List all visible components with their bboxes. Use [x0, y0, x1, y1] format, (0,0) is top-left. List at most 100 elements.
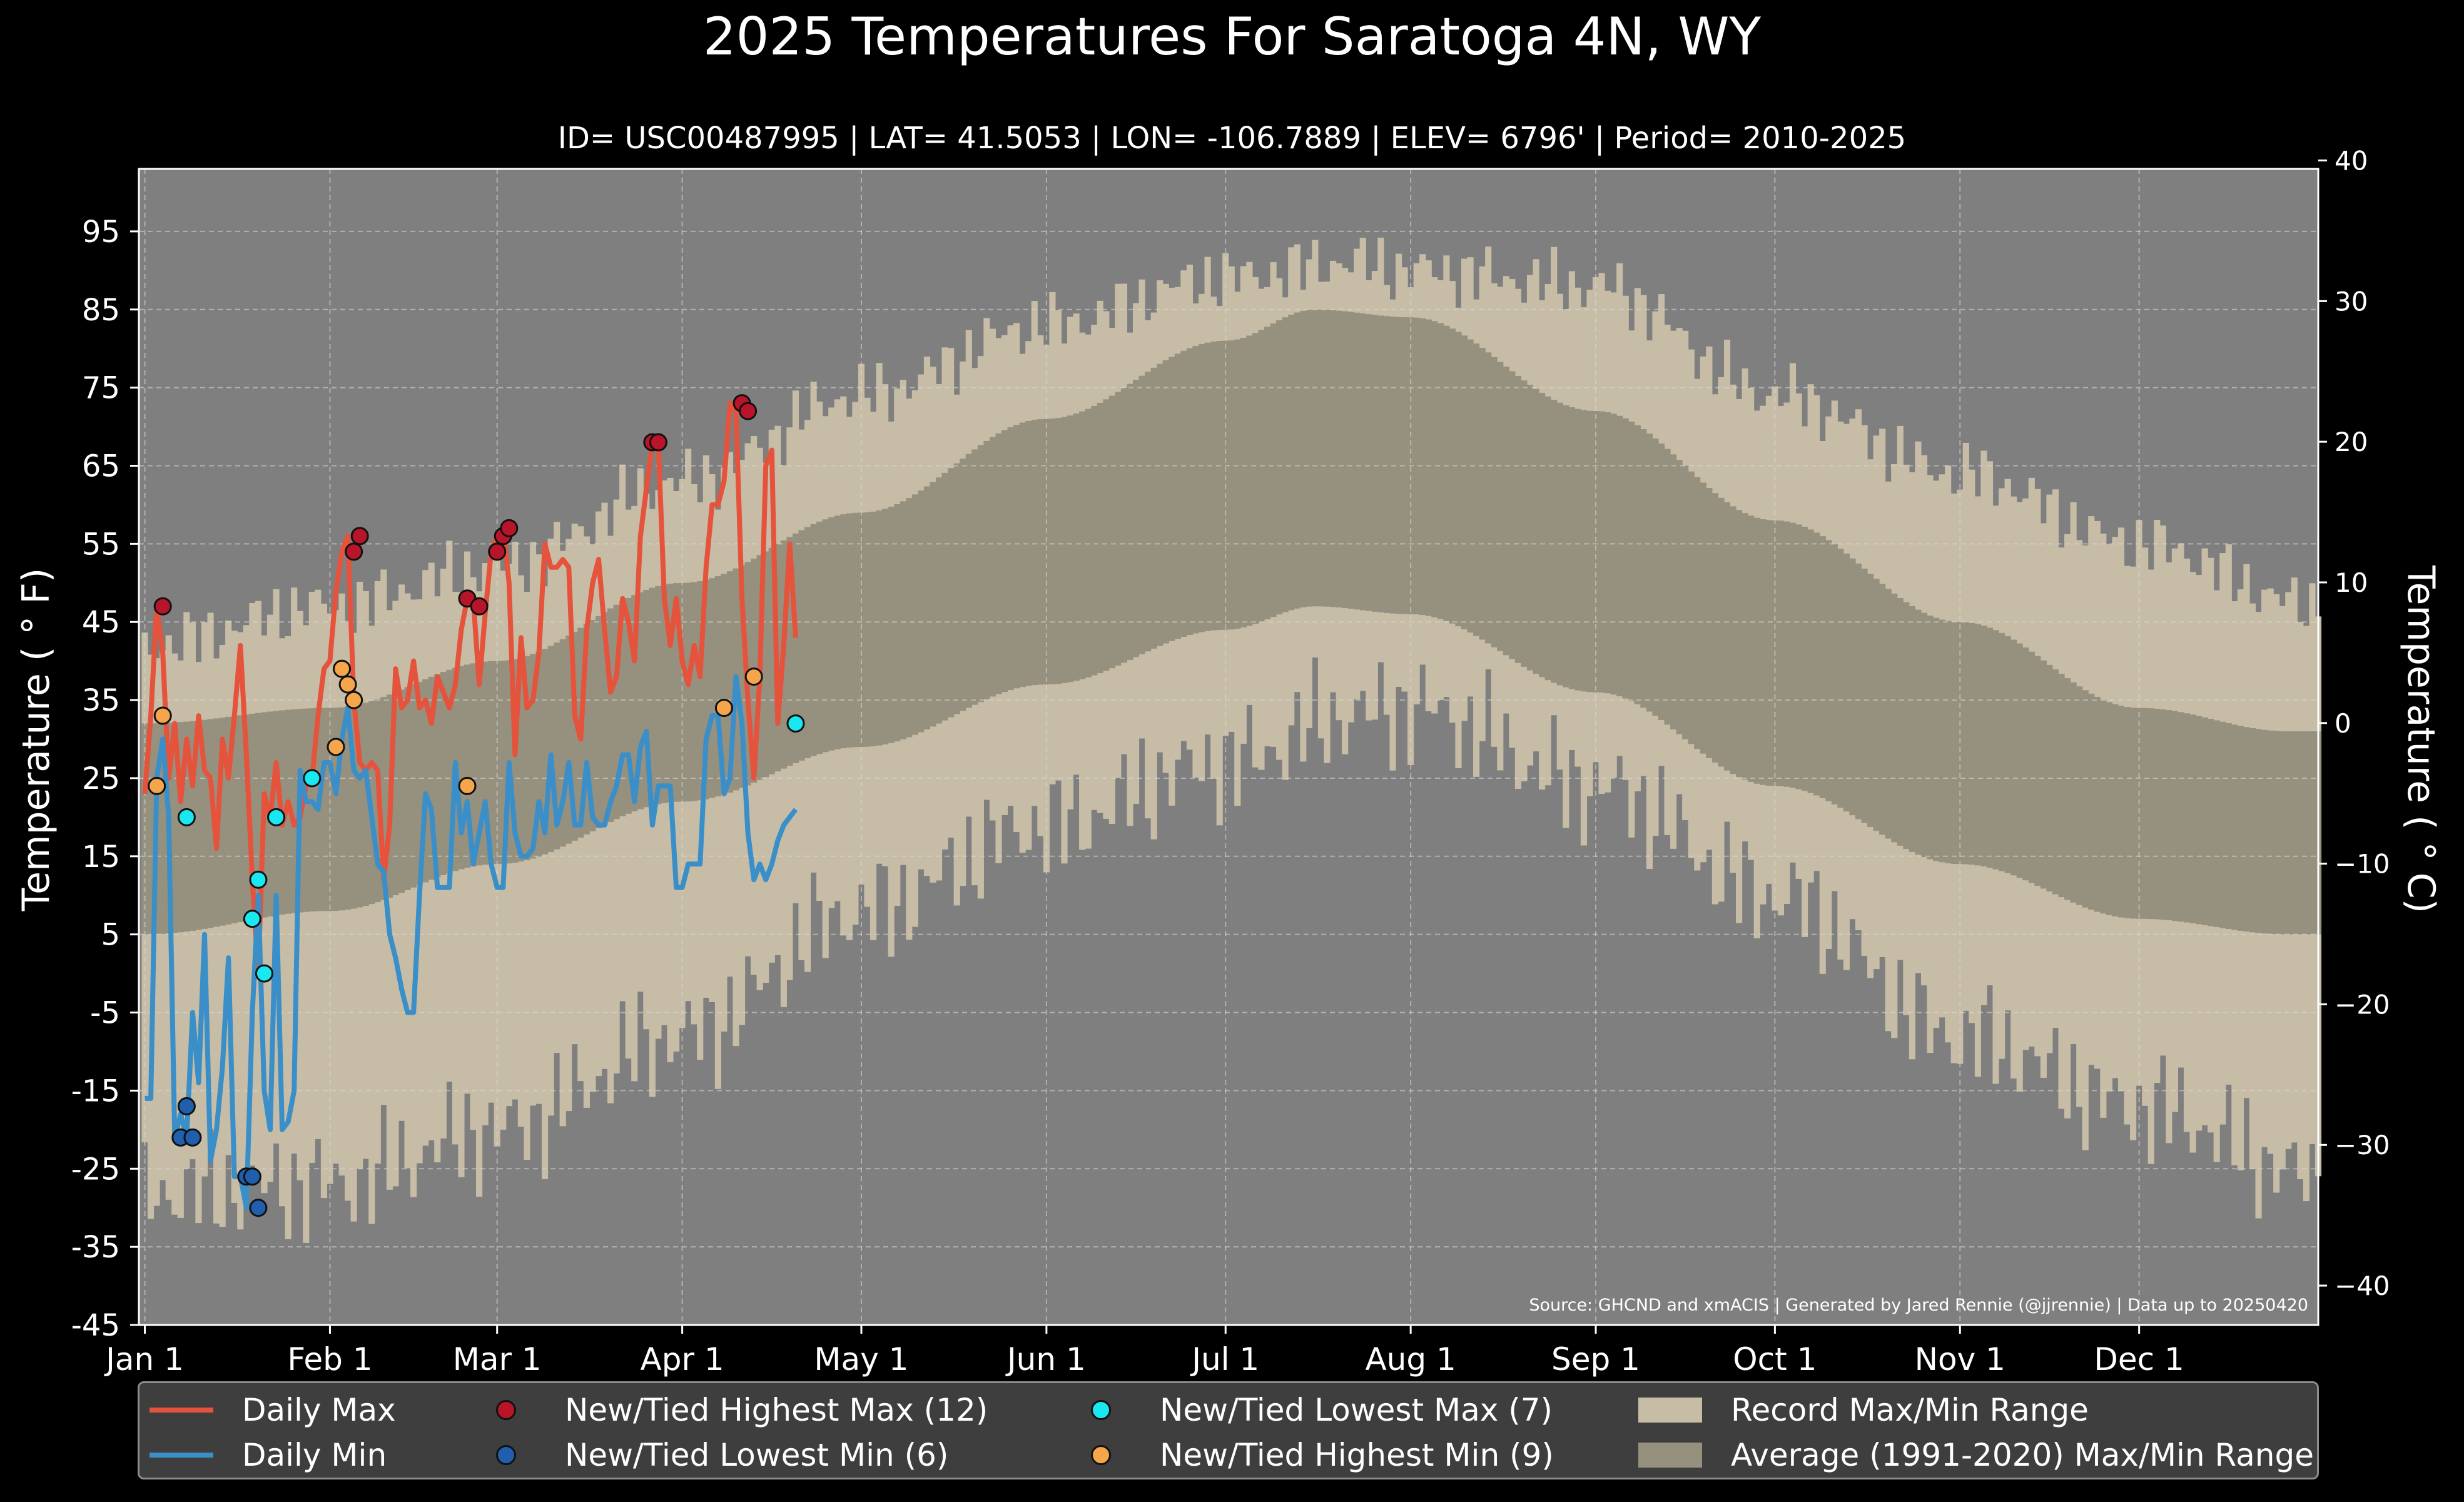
x-tick-label: Oct 1: [1733, 1341, 1817, 1378]
average-range-bar: [2034, 656, 2041, 886]
legend-new-high-max-marker: [496, 1400, 516, 1420]
average-range-bar: [1855, 563, 1862, 820]
chart-subtitle: ID= USC00487995 | LAT= 41.5053 | LON= -1…: [557, 121, 1907, 156]
average-range-bar: [2225, 723, 2232, 930]
average-range-bar: [1354, 312, 1361, 610]
average-range-bar: [320, 708, 327, 911]
average-range-bar: [380, 697, 387, 900]
x-tick-label: Nov 1: [1915, 1341, 2005, 1378]
average-range-bar: [625, 598, 632, 814]
average-range-bar: [2285, 731, 2292, 935]
average-range-bar: [804, 527, 811, 759]
average-range-bar: [1891, 593, 1898, 843]
record-marker: [500, 519, 519, 537]
source-note: Source: GHCND and xmACIS | Generated by …: [1529, 1296, 2308, 1315]
average-range-bar: [1246, 335, 1253, 626]
average-range-bar: [786, 537, 793, 766]
average-range-bar: [512, 659, 519, 863]
record-marker: [488, 542, 507, 561]
legend-average-range-swatch: [1638, 1443, 1702, 1468]
average-range-bar: [1843, 553, 1850, 812]
average-range-bar: [1503, 366, 1509, 656]
average-range-bar: [1031, 420, 1038, 686]
average-range-bar: [882, 509, 889, 744]
average-range-bar: [798, 530, 805, 761]
average-range-bar: [977, 445, 984, 703]
y-axis-label-right: Temperature ( ° C): [2399, 565, 2443, 913]
average-range-bar: [1377, 315, 1384, 612]
x-tick-label: Dec 1: [2094, 1341, 2184, 1378]
average-range-bar: [1461, 335, 1468, 629]
average-range-bar: [410, 684, 417, 888]
average-range-bar: [583, 624, 590, 835]
average-range-bar: [554, 642, 560, 850]
average-range-bar: [1682, 465, 1689, 739]
average-range-bar: [1945, 621, 1952, 864]
average-range-bar: [995, 433, 1002, 694]
average-range-bar: [834, 515, 841, 749]
record-range-bar: [714, 509, 721, 1089]
average-range-bar: [1491, 357, 1498, 647]
average-range-bar: [1276, 320, 1283, 615]
record-marker: [183, 1128, 202, 1147]
average-range-bar: [2231, 724, 2238, 930]
record-range-bar: [368, 626, 375, 1224]
record-marker: [333, 659, 352, 678]
y-tick-label: -15: [71, 1073, 120, 1109]
average-range-bar: [357, 704, 363, 908]
average-range-bar: [649, 587, 656, 806]
average-range-bar: [1819, 536, 1826, 798]
average-range-bar: [1748, 515, 1755, 782]
average-range-bar: [1539, 393, 1546, 677]
average-range-bar: [1007, 427, 1014, 691]
average-range-bar: [1706, 488, 1713, 758]
record-range-bar: [350, 632, 357, 1222]
average-range-bar: [1174, 353, 1181, 639]
plot-frame: [138, 168, 2320, 1326]
average-range-bar: [685, 582, 692, 802]
average-range-bar: [1753, 517, 1760, 784]
average-range-bar: [458, 666, 465, 870]
average-range-bar: [2022, 647, 2029, 881]
average-range-bar: [183, 721, 190, 932]
average-range-bar: [1300, 310, 1307, 607]
average-range-bar: [338, 707, 345, 911]
average-range-bar: [1580, 410, 1588, 692]
average-range-bar: [2291, 731, 2298, 935]
average-range-bar: [1927, 616, 1934, 860]
x-tick-label: Jul 1: [1190, 1341, 1259, 1378]
y-tick-label: 5: [101, 918, 120, 953]
average-range-bar: [1037, 419, 1044, 685]
average-range-bar: [1962, 622, 1969, 865]
average-range-bar: [1664, 449, 1671, 725]
average-range-bar: [1885, 589, 1892, 839]
y-right-tick-label: 10: [2335, 567, 2368, 598]
average-range-bar: [195, 720, 202, 930]
average-range-bar: [2082, 690, 2089, 908]
average-range-bar: [446, 669, 453, 873]
average-range-bar: [416, 681, 423, 885]
average-range-bar: [1605, 412, 1611, 694]
x-tick-label: Jun 1: [1005, 1341, 1086, 1378]
average-range-bar: [1025, 421, 1032, 686]
average-range-bar: [1825, 540, 1832, 801]
average-range-bar: [177, 722, 184, 933]
x-tick-label: Feb 1: [287, 1341, 372, 1378]
average-range-bar: [1055, 418, 1062, 684]
record-range-bar: [386, 610, 393, 1190]
average-range-bar: [249, 713, 256, 920]
average-range-bar: [1240, 337, 1247, 628]
average-range-bar: [2136, 708, 2142, 919]
average-range-bar: [571, 631, 578, 841]
average-range-bar: [1598, 411, 1605, 693]
y-tick-label: 75: [82, 371, 120, 406]
average-range-bar: [810, 524, 817, 756]
average-range-bar: [2154, 708, 2161, 920]
legend-new-high-min-label: New/Tied Highest Min (9): [1160, 1437, 1554, 1473]
average-range-bar: [2100, 699, 2107, 914]
average-range-bar: [2094, 696, 2101, 912]
average-range-bar: [965, 454, 972, 708]
average-range-bar: [1915, 609, 1922, 855]
average-range-bar: [1001, 430, 1008, 693]
average-range-bar: [1180, 350, 1187, 637]
